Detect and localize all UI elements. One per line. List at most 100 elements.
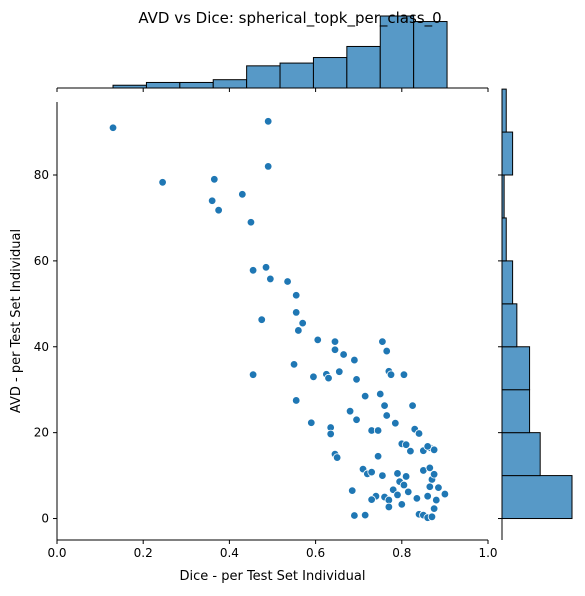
scatter-point xyxy=(434,483,443,492)
y-hist-bar xyxy=(501,346,531,391)
x-tick-label: 0.0 xyxy=(47,546,66,560)
scatter-point xyxy=(404,487,413,497)
scatter-point xyxy=(367,467,376,477)
scatter-point xyxy=(292,396,301,405)
scatter-point xyxy=(397,500,406,509)
x-hist-bar xyxy=(179,81,214,89)
x-hist-bar xyxy=(145,81,181,89)
y-tick-label: 80 xyxy=(34,168,49,182)
y-tick-label: 40 xyxy=(34,340,49,354)
scatter-point xyxy=(332,453,342,462)
y-hist-bar xyxy=(501,389,531,434)
scatter-point xyxy=(386,370,396,379)
x-hist-bar xyxy=(413,21,448,89)
scatter-point xyxy=(373,426,383,435)
y-tick-label: 20 xyxy=(34,426,49,440)
scatter-point xyxy=(360,510,370,520)
scatter-point xyxy=(423,492,432,501)
scatter-point xyxy=(352,375,361,384)
scatter-point xyxy=(309,372,318,382)
chart-title: AVD vs Dice: spherical_topk_per_class_0 xyxy=(138,9,441,28)
scatter-point xyxy=(380,401,389,410)
scatter-point xyxy=(378,337,387,346)
scatter-point xyxy=(408,401,417,410)
scatter-point xyxy=(330,337,340,346)
scatter-point xyxy=(399,480,409,490)
scatter-point xyxy=(263,117,273,126)
scatter-point xyxy=(360,391,370,401)
scatter-point xyxy=(324,373,333,383)
scatter-point xyxy=(292,291,301,300)
x-hist-bar xyxy=(346,45,381,89)
scatter-point xyxy=(289,360,299,369)
scatter-point xyxy=(214,206,223,215)
y-hist-bar xyxy=(501,217,507,262)
scatter-point xyxy=(440,489,450,499)
scatter-point xyxy=(432,495,441,505)
scatter-point xyxy=(393,490,402,500)
x-hist-bar xyxy=(279,62,314,89)
scatter-point xyxy=(401,440,411,449)
y-hist-bar xyxy=(501,131,514,176)
scatter-point xyxy=(283,277,292,286)
scatter-point xyxy=(266,274,275,284)
scatter-point xyxy=(246,218,256,227)
scatter-point xyxy=(384,495,394,505)
scatter-point xyxy=(384,502,394,512)
x-hist-bar xyxy=(312,57,348,89)
x-tick-label: 1.0 xyxy=(478,546,497,560)
scatter-point xyxy=(248,266,258,275)
scatter-point xyxy=(210,175,219,184)
x-axis-label: Dice - per Test Set Individual xyxy=(180,569,366,584)
scatter-point xyxy=(414,429,424,438)
x-tick-label: 0.2 xyxy=(134,546,153,560)
scatter-point xyxy=(382,346,391,356)
y-axis-label: AVD - per Test Set Individual xyxy=(9,229,24,413)
scatter-point xyxy=(352,415,361,424)
y-hist-bar xyxy=(501,88,507,133)
scatter-point xyxy=(263,162,273,171)
scatter-point xyxy=(429,445,439,455)
scatter-point xyxy=(207,196,217,205)
y-tick-label: 60 xyxy=(34,254,49,268)
scatter-point xyxy=(401,472,411,481)
x-tick-label: 0.4 xyxy=(220,546,239,560)
scatter-point xyxy=(108,123,118,132)
scatter-point xyxy=(238,190,247,199)
scatter-point xyxy=(313,335,322,345)
scatter-point xyxy=(257,315,266,324)
scatter-point xyxy=(429,504,439,513)
scatter-point xyxy=(378,471,387,480)
y-hist-bar xyxy=(501,303,518,348)
scatter-point xyxy=(427,512,437,522)
y-hist-bar xyxy=(501,432,541,477)
scatter-point xyxy=(391,419,400,428)
scatter-point xyxy=(307,418,316,427)
y-hist-bar xyxy=(501,475,573,520)
scatter-point xyxy=(373,452,383,461)
scatter-point xyxy=(423,442,432,451)
scatter-point xyxy=(376,389,385,399)
scatter-point xyxy=(350,355,359,365)
x-tick-label: 0.6 xyxy=(306,546,325,560)
scatter-point xyxy=(294,326,303,335)
scatter-point xyxy=(406,446,415,456)
x-tick-label: 0.8 xyxy=(392,546,411,560)
scatter-point xyxy=(326,429,335,439)
scatter-point xyxy=(393,469,402,478)
scatter-point xyxy=(261,263,271,272)
scatter-point xyxy=(367,495,376,504)
scatter-point xyxy=(429,470,439,479)
scatter-point xyxy=(298,318,307,328)
y-hist-bar xyxy=(501,260,514,305)
scatter-point xyxy=(339,350,348,359)
scatter-point xyxy=(425,482,435,491)
scatter-point xyxy=(399,370,409,379)
scatter-point xyxy=(330,345,340,354)
scatter-point xyxy=(248,370,258,379)
scatter-point xyxy=(348,486,357,495)
scatter-point xyxy=(350,511,359,520)
y-tick-label: 0 xyxy=(41,512,49,526)
